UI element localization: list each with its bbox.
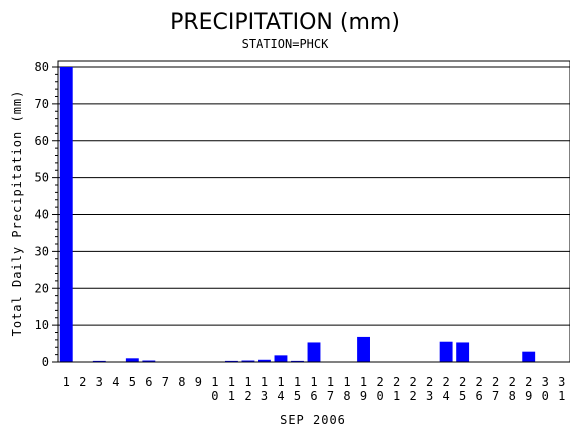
bar-day-11 — [224, 360, 238, 362]
x-tick-label: 1 — [63, 375, 70, 389]
y-tick-label: 30 — [35, 244, 49, 258]
y-tick-label: 50 — [35, 171, 49, 185]
y-tick-label: 70 — [35, 97, 49, 111]
bar-day-25 — [456, 342, 470, 362]
bar-day-19 — [357, 336, 370, 362]
bar-day-6 — [142, 360, 156, 362]
y-axis-label: Total Daily Precipitation (mm) — [10, 90, 24, 337]
y-tick-label: 60 — [35, 134, 49, 148]
chart-title: PRECIPITATION (mm) — [170, 10, 400, 35]
bar-day-24 — [439, 341, 453, 362]
bar-day-12 — [241, 360, 255, 362]
x-axis-label: SEP 2006 — [280, 413, 346, 427]
x-tick-label: 6 — [145, 375, 152, 389]
bar-day-29 — [522, 351, 536, 362]
plot-frame — [57, 60, 570, 363]
y-tick-label: 80 — [35, 60, 49, 74]
gridlines — [58, 66, 570, 326]
y-tick-label: 20 — [35, 281, 49, 295]
x-axis: 1 2 3 4 5 6 7 8 9 1 01 11 21 31 41 51 61 71 81 92 02 12 22 32 42… — [63, 375, 566, 403]
bar-day-1 — [59, 67, 73, 362]
x-tick-label: 9 — [195, 375, 202, 389]
x-tick-label: 4 — [112, 375, 119, 389]
y-axis: 0 10 20 30 40 50 60 70 80 — [35, 60, 58, 369]
x-tick-label: 8 — [178, 375, 185, 389]
bar-day-15 — [291, 360, 304, 362]
y-tick-label: 40 — [35, 208, 49, 222]
bar-day-13 — [258, 359, 271, 362]
x-tick-label: 3 — [96, 375, 103, 389]
chart-subtitle: STATION=PHCK — [242, 37, 329, 51]
x-tick-label: 2 — [79, 375, 86, 389]
y-tick-label: 0 — [42, 355, 49, 369]
bars — [59, 67, 536, 362]
bar-day-14 — [274, 355, 288, 362]
x-tick-label: 5 — [129, 375, 136, 389]
bar-day-5 — [125, 358, 139, 362]
x-tick-label: 7 — [162, 375, 169, 389]
y-tick-label: 10 — [35, 318, 49, 332]
bar-day-3 — [92, 360, 106, 362]
bar-day-16 — [307, 342, 321, 362]
